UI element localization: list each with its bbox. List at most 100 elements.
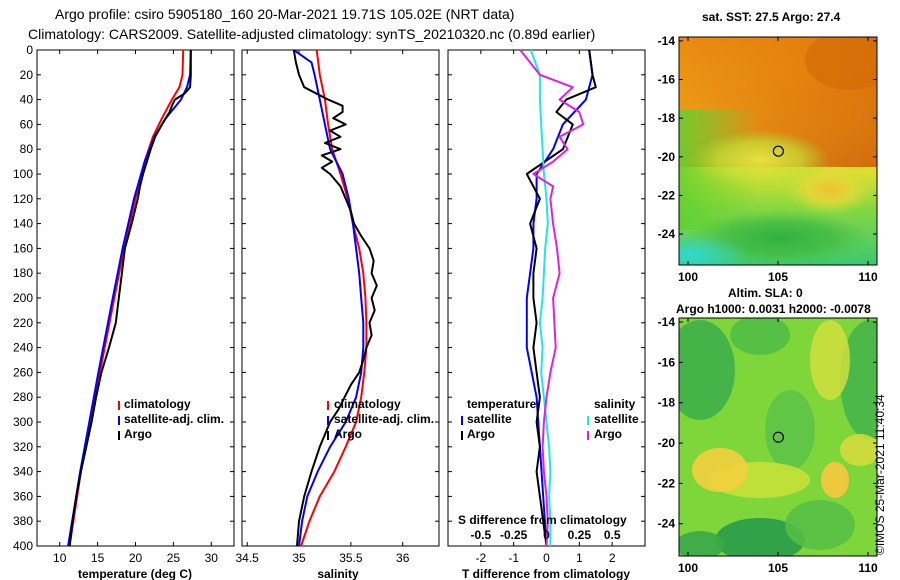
y-tick-label: 40 [20, 93, 34, 107]
temperature-panel: 0 20 40 60 80 100 120 140 160 180 200 220 240 260 280 3… [13, 43, 235, 580]
y-tick-label: 280 [13, 390, 33, 404]
map-x-tick-label: 100 [678, 270, 698, 284]
y-tick-label: 200 [13, 291, 33, 305]
series-line-satellite-adj-clim- [293, 49, 365, 547]
series-line-climatology [300, 49, 368, 547]
x-tick-label: 25 [167, 551, 181, 565]
x-tick-label: 20 [129, 551, 143, 565]
series-line-s-satellite [529, 49, 552, 546]
x-tick-label: -2 [475, 551, 486, 565]
top-tick-label: -0.5 [470, 528, 491, 542]
map-x-tick-label: 105 [768, 561, 788, 575]
legend-label-argo: Argo [124, 427, 152, 441]
y-tick-label: 300 [13, 415, 33, 429]
x-tick-label: -1 [508, 551, 519, 565]
legend-label-s-satellite: satellite [594, 412, 639, 426]
map-y-tick-label: -20 [658, 150, 676, 164]
legend-label-satellite: satellite-adj. clim. [124, 412, 224, 426]
legend-label-climatology: climatology [124, 397, 191, 411]
legend-label-t-argo: Argo [467, 427, 495, 441]
top-tick-label: 0.5 [604, 528, 621, 542]
x-tick-label: 10 [53, 551, 67, 565]
y-tick-label: 220 [13, 316, 33, 330]
salinity-y-ticks [242, 49, 439, 547]
x-tick-label: 34.5 [236, 551, 260, 565]
temperature-series [67, 49, 192, 547]
x-tick-label: 35.5 [339, 551, 363, 565]
series-line-s-argo [519, 49, 585, 547]
y-tick-label: 20 [20, 68, 34, 82]
y-tick-label: 320 [13, 440, 33, 454]
difference-top-axis-label: S difference from climatology [458, 513, 627, 527]
sst-map-title: sat. SST: 27.5 Argo: 27.4 [702, 10, 841, 24]
map-y-tick-label: -18 [658, 396, 676, 410]
legend-title-temperature: temperature [467, 397, 537, 411]
map-x-tick-label: 110 [858, 270, 878, 284]
temperature-x-axis: 10 15 20 25 30 [53, 50, 218, 565]
temperature-legend: climatology satellite-adj. clim. Argo [118, 397, 224, 441]
salinity-series [292, 49, 378, 547]
credit-footer: ©IMOS 25-Mar-2021 11:40:34 [873, 394, 887, 555]
temperature-x-label: temperature (deg C) [78, 567, 192, 580]
sst-map-field [679, 37, 877, 265]
x-tick-label: 15 [91, 551, 105, 565]
argo-position-marker [772, 145, 784, 157]
x-tick-label: 2 [609, 551, 616, 565]
map-x-tick-label: 110 [858, 561, 878, 575]
sst-map: 100 105 110 -14 -16 -18 -20 -22 -24 [658, 34, 878, 284]
y-tick-label: 140 [13, 217, 33, 231]
series-line-climatology [68, 49, 185, 547]
y-tick-label: 100 [13, 167, 33, 181]
difference-top-ticks: -0.5 -0.25 0 0.25 0.5 [470, 528, 620, 542]
sla-map-title-line2: Argo h1000: 0.0031 h2000: -0.0078 [676, 302, 871, 316]
map-y-tick-label: -14 [658, 34, 676, 48]
chart-title-line2: Climatology: CARS2009. Satellite-adjuste… [28, 26, 596, 42]
legend-label-s-argo: Argo [594, 427, 622, 441]
salinity-x-label: salinity [317, 567, 359, 580]
y-tick-label: 120 [13, 192, 33, 206]
map-y-tick-label: -22 [658, 188, 676, 202]
x-tick-label: 36 [396, 551, 410, 565]
difference-panel: -2 -1 0 1 2 S difference from climatology -0… [447, 49, 646, 580]
y-tick-label: 160 [13, 241, 33, 255]
map-y-tick-label: -18 [658, 111, 676, 125]
difference-series [519, 49, 597, 547]
x-tick-label: 0 [543, 551, 550, 565]
map-y-tick-label: -24 [658, 517, 676, 531]
map-y-tick-label: -14 [658, 315, 676, 329]
series-line-t-argo [525, 49, 597, 547]
temperature-axes-frame [36, 49, 235, 547]
x-tick-label: 1 [576, 551, 583, 565]
top-tick-label: -0.25 [500, 528, 528, 542]
chart-title-line1: Argo profile: csiro 5905180_160 20-Mar-2… [55, 6, 515, 22]
map-x-tick-label: 105 [768, 270, 788, 284]
legend-label-argo: Argo [334, 427, 362, 441]
map-y-tick-label: -20 [658, 436, 676, 450]
x-tick-label: 30 [205, 551, 219, 565]
y-tick-label: 180 [13, 266, 33, 280]
difference-axes-frame [447, 49, 646, 547]
salinity-x-axis: 34.5 35 35.5 36 [236, 50, 410, 565]
sst-map-axes: 100 105 110 -14 -16 -18 -20 -22 -24 [658, 34, 878, 284]
y-tick-label: 380 [13, 514, 33, 528]
map-y-tick-label: -16 [658, 355, 676, 369]
map-y-tick-label: -16 [658, 73, 676, 87]
series-line-argo [68, 50, 192, 547]
map-y-tick-label: -22 [658, 476, 676, 490]
y-tick-label: 60 [20, 117, 34, 131]
difference-y-ticks [448, 49, 645, 547]
temperature-y-axis: 0 20 40 60 80 100 120 140 160 180 200 220 240 260 280 3… [13, 43, 234, 553]
legend-label-t-satellite: satellite [467, 412, 512, 426]
salinity-panel: 34.5 35 35.5 36 salinity climatology satell… [236, 49, 440, 580]
difference-x-label: T difference from climatology [462, 567, 630, 580]
difference-x-axis: -2 -1 0 1 2 [475, 50, 616, 565]
y-tick-label: 240 [13, 341, 33, 355]
sla-map-axes: 100 105 110 -14 -16 -18 -20 -22 -24 [658, 315, 878, 575]
sla-map: 100 105 110 -14 -16 -18 -20 -22 -24 [658, 315, 878, 575]
x-tick-label: 35 [292, 551, 306, 565]
difference-legend-temperature: temperature satellite Argo [461, 397, 537, 441]
top-tick-label: 0 [543, 528, 550, 542]
legend-title-salinity: salinity [594, 397, 636, 411]
map-y-tick-label: -24 [658, 227, 676, 241]
